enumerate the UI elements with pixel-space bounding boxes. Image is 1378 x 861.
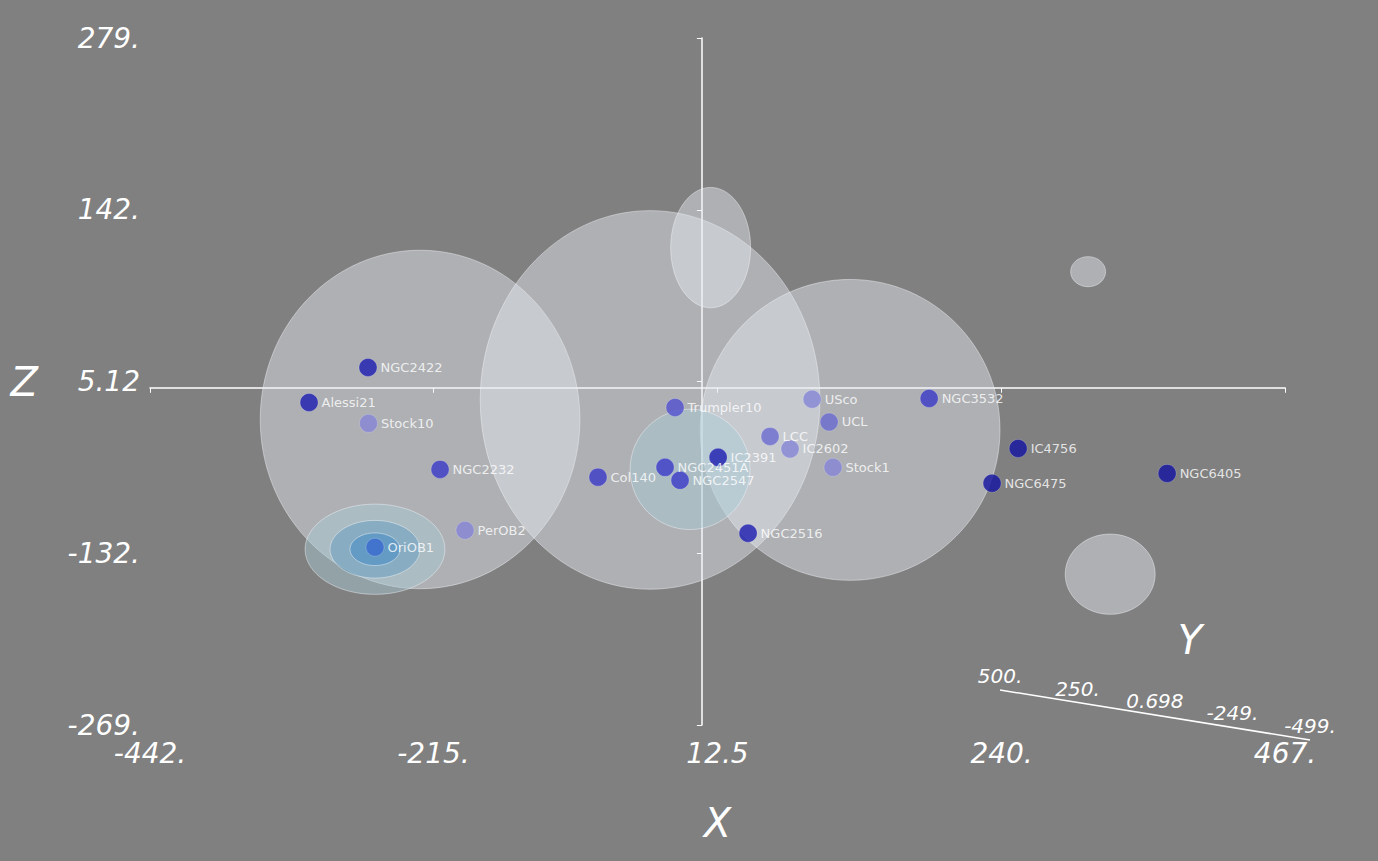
- svg-text:Stock10: Stock10: [381, 416, 434, 431]
- svg-text:-132.: -132.: [68, 537, 140, 570]
- svg-text:12.5: 12.5: [686, 737, 748, 770]
- svg-text:NGC2232: NGC2232: [453, 462, 515, 477]
- svg-text:-215.: -215.: [397, 737, 469, 770]
- svg-text:-442.: -442.: [114, 737, 186, 770]
- svg-text:OriOB1: OriOB1: [388, 540, 435, 555]
- svg-text:NGC2451A: NGC2451A: [677, 459, 749, 475]
- svg-text:142.: 142.: [78, 193, 140, 226]
- svg-text:NGC2422: NGC2422: [381, 360, 443, 375]
- svg-text:NGC6475: NGC6475: [1005, 476, 1067, 491]
- svg-text:Z: Z: [10, 359, 40, 405]
- svg-text:0.698: 0.698: [1126, 689, 1183, 713]
- svg-text:500.: 500.: [978, 664, 1023, 688]
- svg-text:NGC6405: NGC6405: [1180, 466, 1242, 481]
- svg-text:467.: 467.: [1254, 737, 1316, 770]
- svg-text:X: X: [702, 800, 733, 846]
- svg-text:5.12: 5.12: [78, 365, 140, 398]
- svg-text:Y: Y: [1178, 617, 1206, 663]
- svg-text:UCL: UCL: [842, 414, 869, 429]
- svg-text:NGC2547: NGC2547: [693, 473, 755, 488]
- svg-text:NGC3532: NGC3532: [942, 391, 1004, 406]
- svg-text:IC4756: IC4756: [1031, 441, 1077, 456]
- svg-text:USco: USco: [825, 392, 858, 407]
- svg-text:IC2602: IC2602: [803, 441, 849, 456]
- svg-text:PerOB2: PerOB2: [478, 523, 526, 538]
- svg-text:LCC: LCC: [783, 429, 808, 444]
- svg-text:-249.: -249.: [1207, 701, 1259, 725]
- svg-text:Trumpler10: Trumpler10: [687, 400, 762, 415]
- svg-text:Alessi21: Alessi21: [322, 395, 376, 410]
- svg-text:279.: 279.: [78, 22, 140, 55]
- svg-text:-269.: -269.: [67, 708, 140, 742]
- svg-text:250.: 250.: [1055, 677, 1100, 701]
- svg-text:Stock1: Stock1: [845, 460, 889, 475]
- svg-text:240.: 240.: [970, 737, 1032, 770]
- svg-text:NGC2516: NGC2516: [761, 526, 823, 541]
- svg-text:Col140: Col140: [611, 470, 656, 485]
- svg-text:IC2391: IC2391: [731, 450, 777, 465]
- svg-text:-499.: -499.: [1284, 714, 1336, 738]
